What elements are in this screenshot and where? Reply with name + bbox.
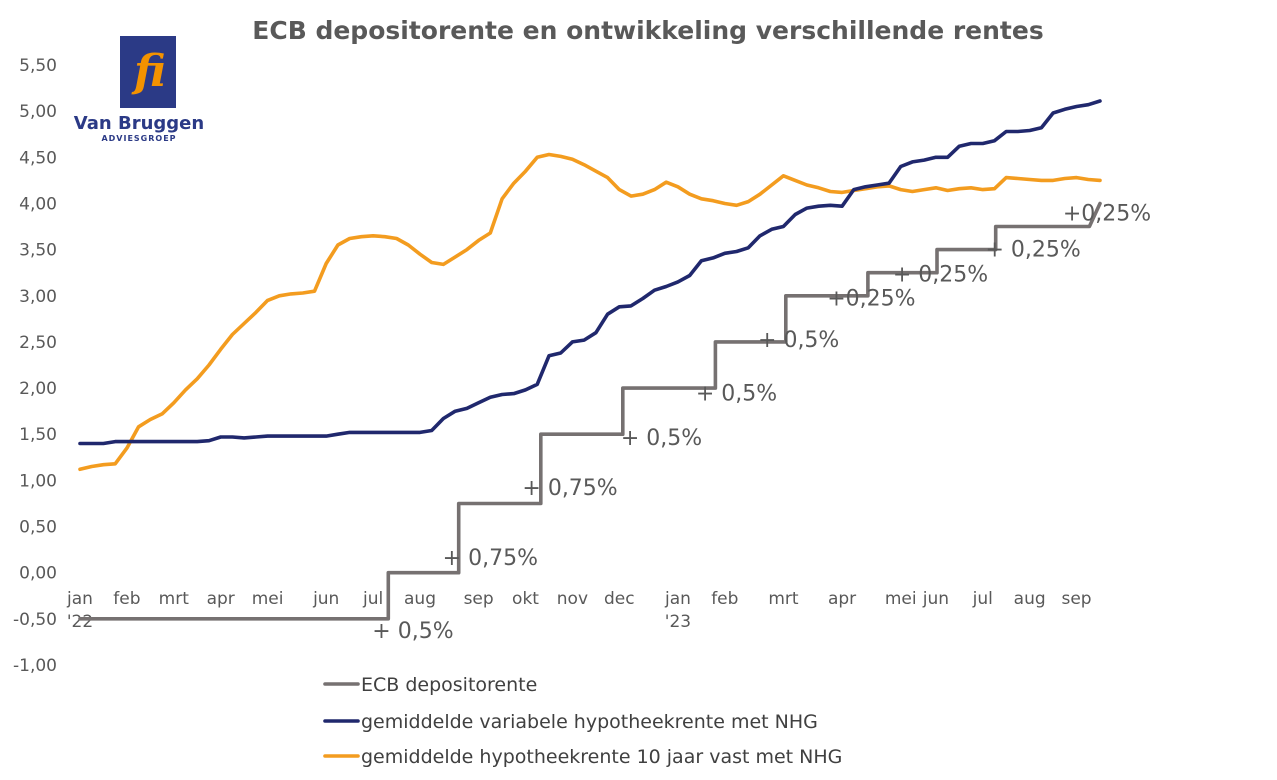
y-tick-label: 2,50 [19, 333, 57, 353]
x-tick-label: mei [885, 589, 917, 609]
x-tick-label: jun [922, 589, 949, 609]
legend: ECB depositorente gemiddelde variabele hy… [323, 674, 842, 768]
x-tick-label: mrt [159, 589, 190, 609]
y-tick-label: 3,00 [19, 287, 57, 307]
x-tick-label: jan [66, 589, 93, 609]
logo-sub-text: ADVIESGROEP [101, 134, 176, 143]
y-tick-label: 1,00 [19, 471, 57, 491]
x-tick-label: jun [312, 589, 339, 609]
x-tick-label: apr [207, 589, 235, 609]
y-tick-label: 4,00 [19, 194, 57, 214]
series-layer [78, 99, 1102, 621]
x-tick-label: feb [113, 589, 140, 609]
x-tick-label: mei [252, 589, 284, 609]
x-tick-label: feb [711, 589, 738, 609]
step-annotation: + 0,5% [696, 382, 777, 407]
series-line-2 [78, 152, 1102, 472]
step-annotation: + 0,75% [443, 546, 538, 571]
step-annotation: + 0,5% [372, 619, 453, 644]
y-tick-label: -1,00 [13, 656, 57, 676]
legend-label: gemiddelde variabele hypotheekrente met … [361, 711, 818, 733]
x-tick-label: nov [557, 589, 588, 609]
legend-label: gemiddelde hypotheekrente 10 jaar vast m… [361, 746, 842, 768]
x-tick-label: mrt [768, 589, 799, 609]
x-tick-label: sep [464, 589, 494, 609]
series-line-1 [78, 99, 1102, 446]
logo-brand-text: Van Bruggen [74, 113, 204, 134]
x-tick-label: apr [828, 589, 856, 609]
x-tick-label: jul [362, 589, 383, 609]
x-tick-label: okt [512, 589, 539, 609]
x-tick-label: dec [604, 589, 635, 609]
y-tick-label: 4,50 [19, 148, 57, 168]
y-tick-label: 0,00 [19, 564, 57, 584]
step-annotation: + 0,5% [621, 426, 702, 451]
step-annotation: + 0,25% [986, 238, 1081, 263]
y-tick-label: 5,50 [19, 56, 57, 76]
annotation-layer: + 0,5%+ 0,75%+ 0,75%+ 0,5%+ 0,5%+ 0,5%+0… [372, 202, 1151, 644]
y-tick-label: 2,00 [19, 379, 57, 399]
x-tick-label: sep [1061, 589, 1091, 609]
series-line-0 [78, 201, 1102, 621]
step-annotation: +0,25% [1063, 202, 1151, 227]
y-tick-label: 1,50 [19, 425, 57, 445]
step-annotation: +0,25% [827, 287, 915, 312]
step-annotation: + 0,75% [522, 476, 617, 501]
y-tick-label: 5,00 [19, 102, 57, 122]
x-tick-label: aug [1014, 589, 1046, 609]
y-axis-ticks: 5,50 5,00 4,50 4,00 3,50 3,00 2,50 2,00 1,50 1,00… [13, 56, 57, 676]
y-tick-label: 3,50 [19, 241, 57, 261]
x-tick-label: jan [664, 589, 691, 609]
logo-square [120, 36, 176, 108]
x-tick-label: jul [972, 589, 993, 609]
brand-logo: fi Van Bruggen ADVIESGROEP [74, 36, 204, 143]
y-tick-label: -0,50 [13, 610, 57, 630]
step-annotation: + 0,5% [758, 328, 839, 353]
chart-title: ECB depositorente en ontwikkeling versch… [252, 16, 1043, 45]
x-tick-year-label: '23 [665, 612, 691, 632]
x-tick-year-label: '22 [67, 612, 93, 632]
x-tick-label: aug [404, 589, 436, 609]
logo-mark-icon: fi [131, 46, 166, 97]
legend-label: ECB depositorente [361, 674, 537, 696]
step-annotation: + 0,25% [893, 263, 988, 288]
y-tick-label: 0,50 [19, 518, 57, 538]
